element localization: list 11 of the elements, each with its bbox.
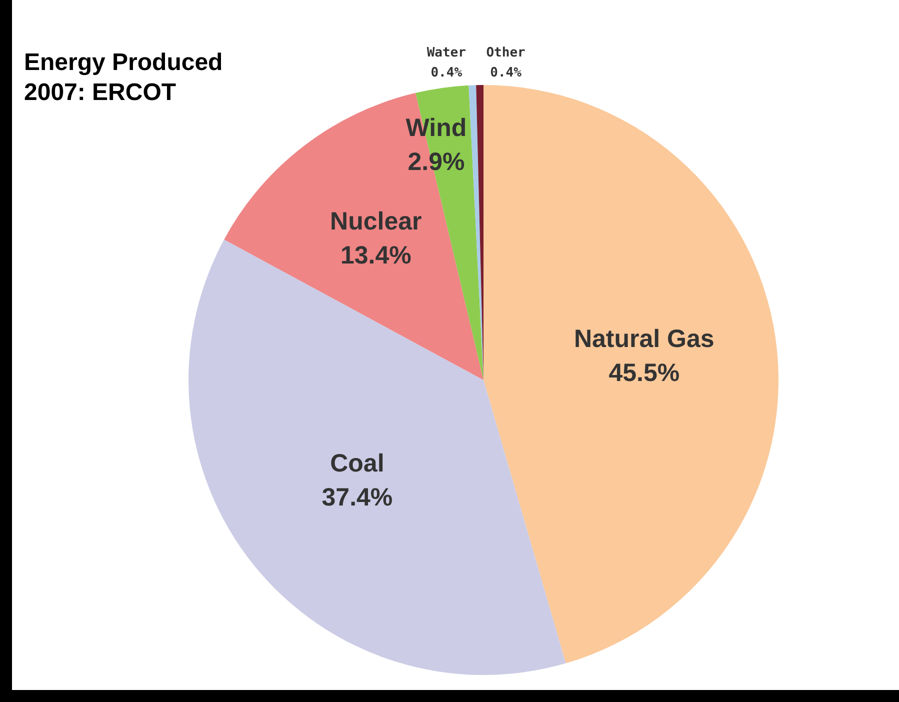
slice-label: Coal [330, 450, 384, 478]
slice-label: Other [486, 45, 526, 60]
slice-label: Nuclear [330, 207, 422, 236]
slice-label: Natural Gas [574, 325, 714, 354]
slice-label: Water [426, 45, 466, 60]
data-label: 45.5% [608, 359, 680, 388]
text: Energy Produced 2007: ERCOT [24, 48, 224, 108]
data-label: 37.4% [322, 484, 393, 512]
data-label: 0.4% [430, 65, 462, 80]
data-label: 13.4% [340, 241, 412, 270]
data-label: 0.4% [490, 65, 522, 80]
